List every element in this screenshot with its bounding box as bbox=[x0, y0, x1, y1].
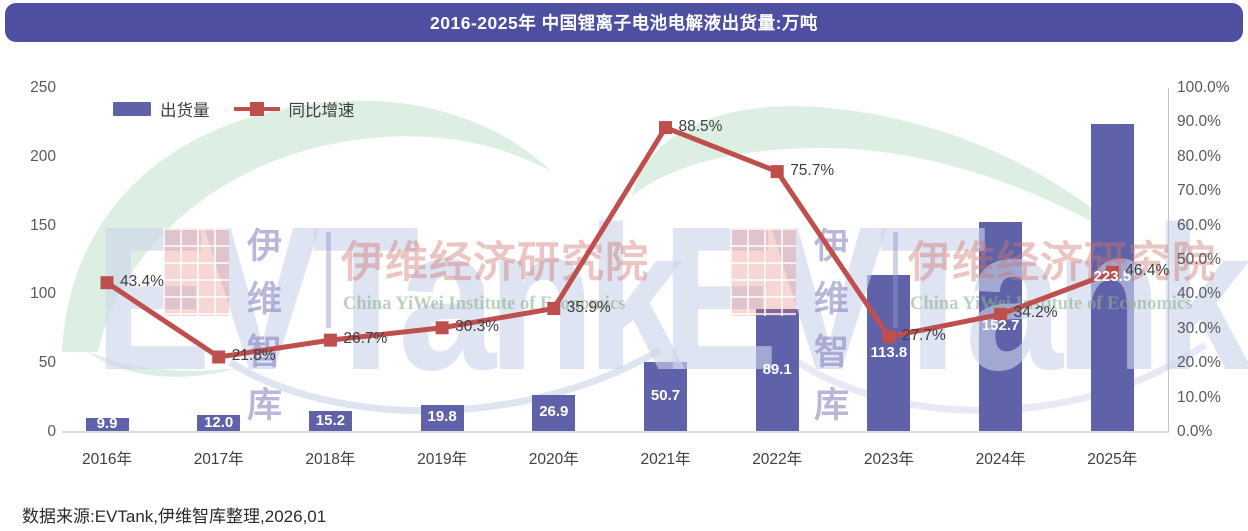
legend-bar-swatch bbox=[113, 102, 151, 116]
growth-value-label: 30.3% bbox=[455, 317, 500, 335]
legend: 出货量 同比增速 bbox=[113, 97, 355, 121]
bar-value-label: 26.9 bbox=[539, 403, 569, 421]
legend-line-swatch bbox=[233, 102, 280, 116]
x-axis-tick-label: 2016年 bbox=[82, 451, 132, 468]
growth-value-label: 43.4% bbox=[120, 272, 164, 290]
watermark-cn-small: 伊维 智库 bbox=[247, 227, 285, 425]
source-note: 数据来源:EVTank,伊维智库整理,2026,01 bbox=[22, 507, 327, 526]
x-axis-tick-label: 2021年 bbox=[640, 451, 691, 468]
right-axis-tick-label: 70.0% bbox=[1177, 182, 1221, 200]
bar-value-label: 152.7 bbox=[981, 316, 1020, 334]
x-axis-tick-label: 2018年 bbox=[305, 451, 356, 468]
x-axis-tick-label: 2020年 bbox=[528, 451, 579, 468]
bar-2018年 bbox=[308, 411, 352, 432]
bar-value-label: 223.5 bbox=[1093, 268, 1132, 286]
evtank-logo-mark bbox=[163, 228, 229, 316]
legend-line-label: 同比增速 bbox=[288, 102, 355, 120]
left-axis-tick-label: 50 bbox=[38, 354, 56, 372]
growth-value-label: 34.2% bbox=[1013, 304, 1058, 322]
bar-2020年 bbox=[532, 394, 576, 432]
x-axis-tick-label: 2023年 bbox=[863, 451, 914, 468]
right-axis-tick-label: 60.0% bbox=[1177, 216, 1221, 234]
x-axis-line bbox=[62, 431, 1169, 433]
evtank-logo-mark bbox=[730, 228, 796, 316]
x-axis-tick-label: 2024年 bbox=[975, 451, 1026, 468]
line-marker bbox=[659, 121, 672, 135]
right-axis-tick-label: 50.0% bbox=[1177, 251, 1221, 268]
growth-value-label: 21.8% bbox=[231, 347, 276, 364]
right-axis-tick-label: 100.0% bbox=[1177, 79, 1230, 96]
watermark-cn-large: 伊维经济研究院 bbox=[908, 239, 1216, 287]
bar-value-label: 15.2 bbox=[315, 411, 345, 429]
left-axis-tick-label: 0 bbox=[47, 423, 56, 440]
chart-title: 2016-2025年 中国锂离子电池电解液出货量:万吨 bbox=[430, 13, 818, 33]
growth-value-label: 27.7% bbox=[901, 326, 946, 344]
left-axis-tick-label: 100 bbox=[30, 285, 56, 303]
right-axis-tick-label: 20.0% bbox=[1177, 354, 1221, 372]
x-axis-tick-label: 2025年 bbox=[1087, 451, 1138, 468]
x-axis-tick-label: 2022年 bbox=[752, 451, 803, 468]
bar-2019年 bbox=[420, 404, 464, 432]
right-axis-tick-label: 0.0% bbox=[1177, 423, 1213, 440]
watermark-cn-small: 伊维 智库 bbox=[814, 227, 852, 425]
left-axis-tick-label: 150 bbox=[30, 216, 56, 234]
bar-value-label: 9.9 bbox=[96, 415, 118, 433]
growth-value-label: 46.4% bbox=[1125, 262, 1170, 280]
growth-value-label: 75.7% bbox=[790, 161, 835, 179]
right-axis-tick-label: 30.0% bbox=[1177, 319, 1221, 337]
line-marker bbox=[100, 276, 114, 290]
bar-value-label: 89.1 bbox=[762, 360, 792, 378]
line-marker bbox=[212, 350, 226, 364]
bar-value-label: 12.0 bbox=[204, 413, 234, 431]
growth-value-label: 35.9% bbox=[566, 298, 611, 316]
left-axis-tick-label: 250 bbox=[30, 79, 56, 96]
bar-2016年 bbox=[85, 418, 129, 432]
right-axis-tick-label: 10.0% bbox=[1177, 388, 1221, 406]
watermark-divider bbox=[326, 232, 331, 328]
x-axis-tick-label: 2017年 bbox=[193, 451, 244, 468]
growth-value-label: 88.5% bbox=[678, 117, 723, 135]
legend-bar-label: 出货量 bbox=[160, 102, 210, 120]
right-axis-tick-label: 40.0% bbox=[1177, 285, 1221, 303]
bar-2017年 bbox=[197, 415, 241, 432]
right-axis-tick-label: 80.0% bbox=[1177, 147, 1221, 165]
line-marker bbox=[547, 302, 561, 316]
line-marker bbox=[770, 165, 784, 179]
line-marker bbox=[435, 321, 449, 335]
right-axis-tick-label: 90.0% bbox=[1177, 113, 1221, 131]
growth-value-label: 26.7% bbox=[343, 330, 388, 348]
bar-value-label: 19.8 bbox=[427, 408, 457, 426]
bar-value-label: 113.8 bbox=[870, 343, 908, 361]
bar-value-label: 50.7 bbox=[650, 387, 681, 405]
x-axis-tick-label: 2019年 bbox=[417, 451, 468, 468]
watermark-cn-large: 伊维经济研究院 bbox=[341, 239, 649, 287]
bar-2021年 bbox=[644, 362, 687, 432]
line-marker bbox=[323, 333, 337, 347]
left-axis-tick-label: 200 bbox=[30, 147, 56, 165]
chart-title-bar: 2016-2025年 中国锂离子电池电解液出货量:万吨 bbox=[5, 3, 1243, 42]
right-axis-line bbox=[1168, 88, 1169, 432]
